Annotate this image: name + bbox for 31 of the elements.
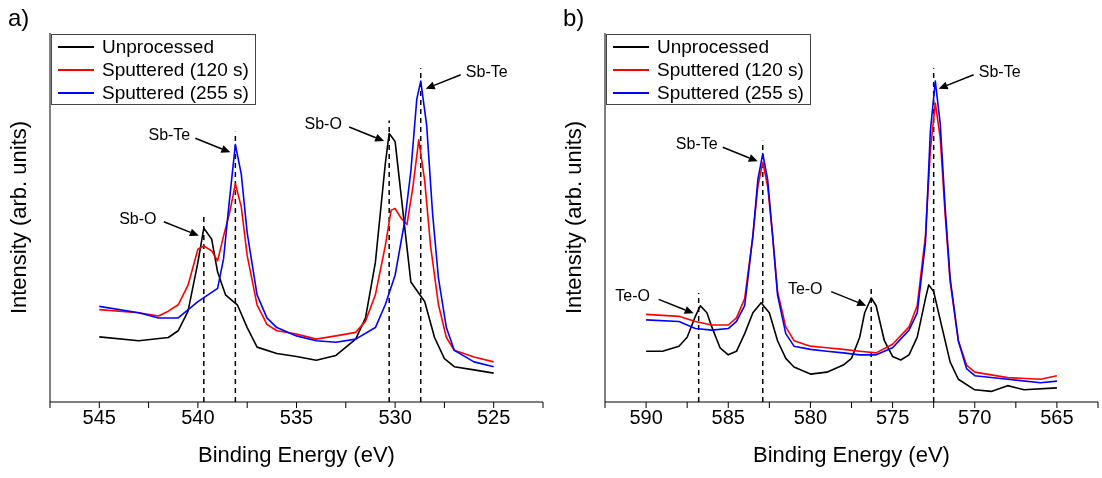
legend-label: Sputtered (120 s) [102, 58, 249, 81]
legend-label: Unprocessed [102, 35, 214, 58]
y-axis-title: Intensity (arb. units) [5, 120, 31, 315]
annotation: Sb-O [119, 209, 157, 227]
annotation: Te-O [615, 287, 651, 305]
x-tick-label: 575 [875, 406, 910, 429]
legend-label: Sputtered (120 s) [657, 58, 804, 81]
annotation: Sb-Te [148, 126, 191, 144]
text: Sb-Te [465, 62, 508, 80]
x-tick-label: 570 [958, 406, 992, 429]
annotation: Te-O [787, 279, 823, 297]
x-tick-label: 545 [82, 406, 116, 429]
x-axis-title: Binding Energy (eV) [753, 442, 950, 467]
x-tick-label: 585 [711, 406, 745, 429]
legend-label: Unprocessed [657, 35, 769, 58]
x-tick-label: 590 [629, 406, 663, 429]
y-axis-title: Intensity (arb. units) [560, 120, 586, 315]
annotation: Sb-O [304, 115, 342, 133]
x-tick-label: 565 [1040, 406, 1074, 429]
x-tick-label: 530 [378, 406, 412, 429]
legend-label: Sputtered (255 s) [657, 81, 804, 104]
x-tick-label: 535 [279, 406, 314, 429]
x-axis-title: Binding Energy (eV) [198, 442, 395, 467]
x-tick-label: 580 [793, 406, 828, 429]
legend-label: Sputtered (255 s) [102, 81, 249, 104]
text: Sb-Te [978, 62, 1021, 80]
annotation: Sb-Te [675, 135, 718, 153]
chart-title: b) [563, 4, 585, 32]
x-tick-label: 540 [181, 406, 215, 429]
x-tick-label: 525 [477, 406, 511, 429]
chart-title: a) [8, 4, 30, 32]
